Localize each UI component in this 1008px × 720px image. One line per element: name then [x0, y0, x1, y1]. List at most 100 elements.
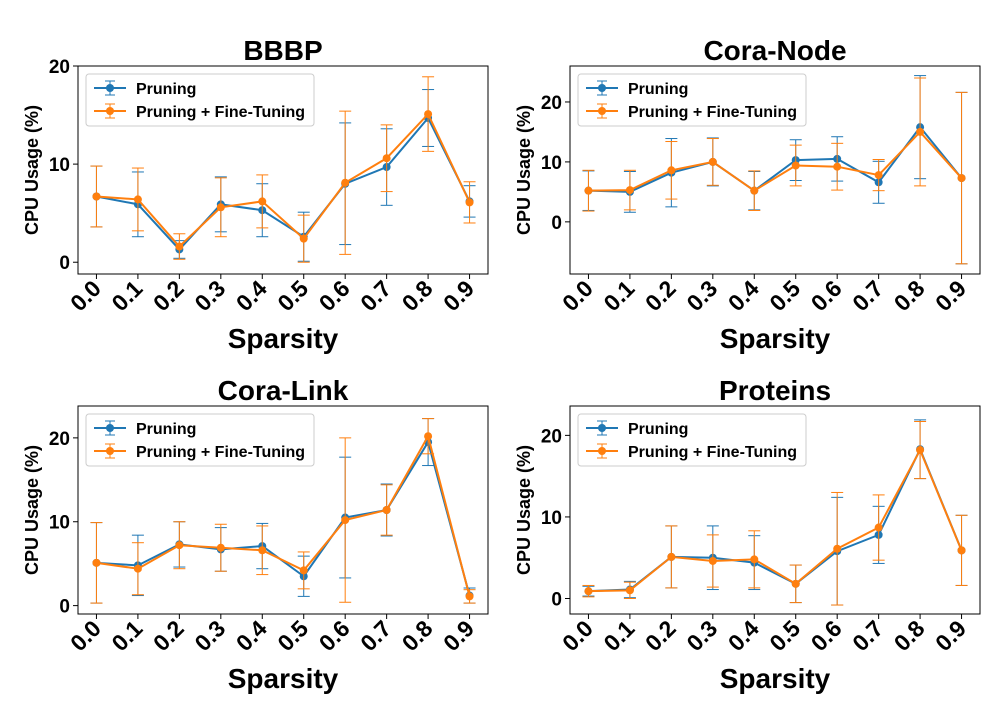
x-tick-label: 0.1	[598, 615, 639, 656]
chart-title: Cora-Link	[218, 375, 349, 406]
series-line	[588, 447, 963, 593]
data-point	[750, 186, 759, 195]
y-tick-label: 10	[49, 155, 70, 176]
data-point	[175, 541, 184, 550]
data-point	[382, 154, 391, 163]
x-tick-label: 0.2	[148, 275, 189, 316]
x-tick-label: 0.9	[438, 615, 479, 656]
data-point	[708, 157, 717, 166]
y-tick-label: 0	[59, 253, 70, 274]
data-point	[133, 564, 142, 573]
chart-title: Proteins	[719, 375, 831, 406]
series-pruning_ft	[90, 76, 476, 263]
series-line	[588, 130, 963, 192]
x-tick-label: 0.0	[557, 275, 598, 316]
series-line	[96, 112, 471, 248]
data-point	[424, 110, 433, 119]
data-point	[833, 162, 842, 171]
series-line	[96, 433, 471, 597]
legend-box	[85, 73, 315, 127]
data-point	[258, 546, 267, 555]
x-tick-label: 0.2	[640, 615, 681, 656]
legend-box	[577, 73, 807, 127]
x-tick-label: 0.3	[681, 275, 722, 316]
x-axis-label: Sparsity	[228, 323, 339, 354]
y-tick-label: 20	[541, 93, 562, 114]
y-axis-label: CPU Usage (%)	[514, 105, 534, 235]
x-tick-label: 0.6	[806, 275, 847, 316]
data-point	[874, 171, 883, 180]
legend-marker	[106, 424, 114, 432]
legend-label: Pruning	[136, 421, 196, 438]
x-tick-label: 0.9	[930, 615, 971, 656]
x-tick-label: 0.7	[847, 275, 888, 316]
data-point	[750, 555, 759, 564]
plot-area-frame	[77, 65, 489, 275]
chart-title: Cora-Node	[703, 35, 846, 66]
legend-marker	[106, 447, 114, 455]
x-axis-label: Sparsity	[720, 663, 831, 694]
y-axis-label: CPU Usage (%)	[22, 105, 42, 235]
legend-label: Pruning	[136, 81, 196, 98]
x-tick-label: 0.0	[65, 615, 106, 656]
y-tick-label: 0	[59, 597, 70, 618]
x-tick-label: 0.0	[65, 275, 106, 316]
x-tick-label: 0.4	[231, 615, 272, 656]
data-point	[341, 516, 350, 525]
y-tick-label: 20	[49, 57, 70, 78]
data-point	[92, 558, 101, 567]
legend-label: Pruning	[628, 81, 688, 98]
x-tick-label: 0.5	[272, 615, 313, 656]
x-tick-label: 0.3	[189, 615, 230, 656]
data-point	[584, 186, 593, 195]
legend: Pruning Pruning + Fine-Tuning	[577, 413, 807, 467]
data-point	[957, 174, 966, 183]
series-pruning_ft	[90, 418, 476, 604]
legend-label: Pruning + Fine-Tuning	[136, 444, 305, 461]
x-tick-label: 0.2	[148, 615, 189, 656]
y-tick-label: 20	[541, 426, 562, 447]
y-tick-label: 10	[541, 508, 562, 529]
x-tick-label: 0.8	[889, 275, 930, 316]
data-point	[216, 543, 225, 552]
data-point	[299, 566, 308, 575]
data-point	[791, 161, 800, 170]
data-point	[708, 556, 717, 565]
x-tick-label: 0.8	[889, 615, 930, 656]
x-tick-label: 0.1	[106, 615, 147, 656]
x-tick-label: 0.5	[764, 615, 805, 656]
data-point	[258, 197, 267, 206]
x-tick-label: 0.4	[723, 615, 764, 656]
x-tick-label: 0.0	[557, 615, 598, 656]
x-tick-label: 0.7	[355, 615, 396, 656]
legend: Pruning Pruning + Fine-Tuning	[85, 413, 315, 467]
data-point	[667, 552, 676, 561]
x-tick-label: 0.7	[355, 275, 396, 316]
x-tick-label: 0.5	[764, 275, 805, 316]
data-point	[382, 506, 391, 514]
legend-label: Pruning + Fine-Tuning	[136, 104, 305, 121]
legend-marker	[598, 447, 606, 455]
legend: Pruning Pruning + Fine-Tuning	[577, 73, 807, 127]
data-point	[916, 446, 925, 455]
x-tick-label: 0.9	[438, 275, 479, 316]
x-tick-label: 0.7	[847, 615, 888, 656]
legend-box	[577, 413, 807, 467]
legend: Pruning Pruning + Fine-Tuning	[85, 73, 315, 127]
y-axis-label: CPU Usage (%)	[514, 445, 534, 575]
chart-panel-4: Proteins 0 10 20 0.0 0.1 0.2 0.3 0.4 0.5 0.6 0.7 0.8…	[514, 375, 981, 694]
data-point	[465, 198, 474, 207]
x-tick-label: 0.4	[231, 275, 272, 316]
y-tick-label: 0	[551, 213, 562, 234]
y-axis-label: CPU Usage (%)	[22, 445, 42, 575]
x-axis-label: Sparsity	[228, 663, 339, 694]
x-tick-label: 0.1	[598, 275, 639, 316]
series-line	[588, 446, 963, 593]
data-point	[625, 186, 634, 195]
series-pruning_ft	[582, 77, 968, 265]
y-tick-label: 20	[49, 429, 70, 450]
x-tick-label: 0.6	[314, 275, 355, 316]
